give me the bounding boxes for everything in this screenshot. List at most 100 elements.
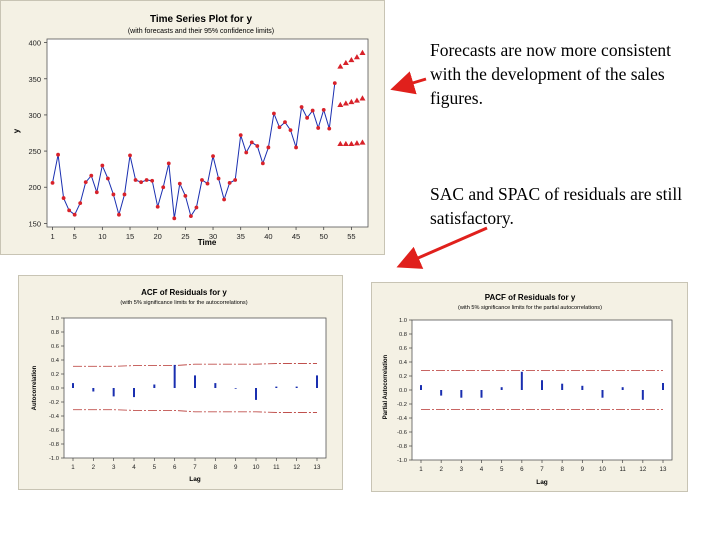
ts-data-point — [78, 201, 83, 206]
acf-bar — [133, 388, 135, 398]
acf-lower-limit — [73, 409, 317, 413]
pacf-bar — [541, 380, 543, 390]
ts-data-point — [260, 161, 265, 166]
ts-y-tick-label: 350 — [28, 75, 41, 84]
ts-y-axis-label: y — [12, 128, 21, 133]
ts-data-point — [56, 152, 60, 157]
pacf-x-tick-label: 1 — [419, 466, 423, 473]
pacf-x-tick-label: 10 — [599, 466, 606, 473]
ts-x-tick-label: 1 — [50, 232, 54, 241]
ts-data-point — [272, 111, 276, 116]
ts-forecast-marker — [342, 59, 349, 66]
ts-forecast-marker — [342, 100, 349, 106]
pacf-bar — [621, 387, 624, 390]
pacf-x-tick-label: 2 — [439, 466, 443, 473]
pacf-x-tick-label: 9 — [581, 466, 585, 473]
acf-title: ACF of Residuals for y — [141, 288, 227, 297]
pacf-x-tick-label: 6 — [520, 466, 524, 473]
forecast-note: Forecasts are now more consistent with t… — [430, 40, 672, 108]
ts-y-tick-label: 200 — [28, 183, 41, 192]
pacf-bar — [520, 371, 523, 390]
ts-data-point — [188, 214, 193, 219]
acf-y-tick-label: 0.0 — [51, 386, 59, 392]
ts-forecast-marker — [348, 56, 355, 63]
pacf-subtitle: (with 5% significance limits for the par… — [458, 305, 602, 311]
ts-data-point — [266, 145, 271, 150]
ts-data-point — [117, 212, 121, 217]
ts-forecast-marker — [359, 49, 366, 55]
acf-x-tick-label: 12 — [293, 464, 300, 471]
ts-forecast-marker — [353, 97, 360, 103]
ts-y-tick-label: 250 — [28, 147, 41, 156]
acf-x-tick-label: 8 — [214, 464, 218, 471]
ts-x-tick-label: 45 — [292, 232, 300, 241]
ts-subtitle: (with forecasts and their 95% confidence… — [128, 28, 274, 35]
pacf-bar — [500, 387, 503, 390]
acf-x-tick-label: 6 — [173, 464, 177, 471]
ts-data-point — [194, 205, 199, 210]
pacf-x-tick-label: 11 — [619, 466, 626, 473]
ts-data-point — [128, 153, 132, 158]
acf-bar — [92, 388, 95, 392]
ts-data-point — [139, 180, 143, 185]
acf-bar — [153, 384, 156, 388]
acf-y-tick-label: -0.8 — [49, 442, 59, 448]
acf-y-tick-label: 1.0 — [51, 316, 59, 322]
acf-y-axis-label: Autocorrelation — [32, 365, 38, 410]
ts-data-point — [327, 126, 332, 131]
pacf-y-tick-label: 0.6 — [399, 346, 407, 352]
ts-forecast-marker — [353, 54, 360, 60]
pacf-chart: PACF of Residuals for y (with 5% signifi… — [371, 282, 688, 492]
ts-data-point — [238, 133, 243, 138]
time-series-chart: Time Series Plot for y (with forecasts a… — [0, 0, 385, 255]
ts-y-tick-label: 400 — [28, 39, 41, 48]
ts-data-point — [310, 108, 315, 113]
acf-x-tick-label: 5 — [153, 464, 157, 471]
ts-x-tick-label: 50 — [320, 232, 328, 241]
acf-y-tick-label: -0.6 — [49, 428, 59, 434]
ts-data-point — [94, 190, 99, 195]
ts-forecast-marker — [337, 63, 344, 69]
ts-data-point — [200, 178, 204, 182]
acf-x-tick-label: 10 — [253, 464, 260, 471]
ts-data-point — [89, 173, 94, 178]
ts-forecast-marker — [348, 140, 355, 147]
acf-y-tick-label: 0.6 — [51, 344, 59, 350]
pacf-bar — [561, 383, 564, 390]
ts-data-point — [166, 161, 171, 166]
acf-y-tick-label: -1.0 — [49, 456, 59, 462]
pacf-x-tick-label: 13 — [660, 466, 667, 473]
ts-data-point — [244, 150, 249, 155]
pacf-bar — [581, 385, 584, 390]
acf-bar — [112, 388, 115, 397]
pacf-y-tick-label: -0.6 — [397, 430, 407, 436]
ts-x-tick-label: 10 — [98, 232, 106, 241]
pacf-bar — [480, 390, 483, 398]
acf-bar — [214, 383, 217, 388]
ts-forecast-marker — [359, 95, 366, 101]
ts-data-point — [283, 120, 287, 125]
ts-x-axis-label: Time — [198, 238, 217, 247]
ts-data-point — [177, 181, 182, 186]
pacf-y-tick-label: -0.2 — [397, 402, 407, 408]
ts-data-point — [183, 194, 188, 198]
pacf-bar — [460, 390, 463, 398]
ts-forecast-marker — [353, 140, 360, 146]
acf-bar — [255, 388, 257, 400]
pacf-x-tick-label: 5 — [500, 466, 504, 473]
ts-forecast-marker — [342, 140, 349, 147]
ts-data-point — [332, 81, 337, 86]
ts-title: Time Series Plot for y — [150, 14, 253, 25]
acf-y-tick-label: 0.2 — [51, 372, 59, 378]
acf-x-tick-label: 9 — [234, 464, 238, 471]
ts-data-point — [172, 216, 177, 221]
ts-data-point — [205, 181, 210, 186]
ts-data-point — [111, 192, 116, 197]
acf-bar — [173, 364, 176, 388]
ts-data-point — [222, 197, 227, 202]
acf-x-tick-label: 7 — [193, 464, 197, 471]
pacf-bar — [641, 390, 644, 400]
ts-data-point — [150, 178, 155, 183]
ts-x-tick-label: 15 — [126, 232, 134, 241]
pacf-title: PACF of Residuals for y — [485, 293, 576, 302]
